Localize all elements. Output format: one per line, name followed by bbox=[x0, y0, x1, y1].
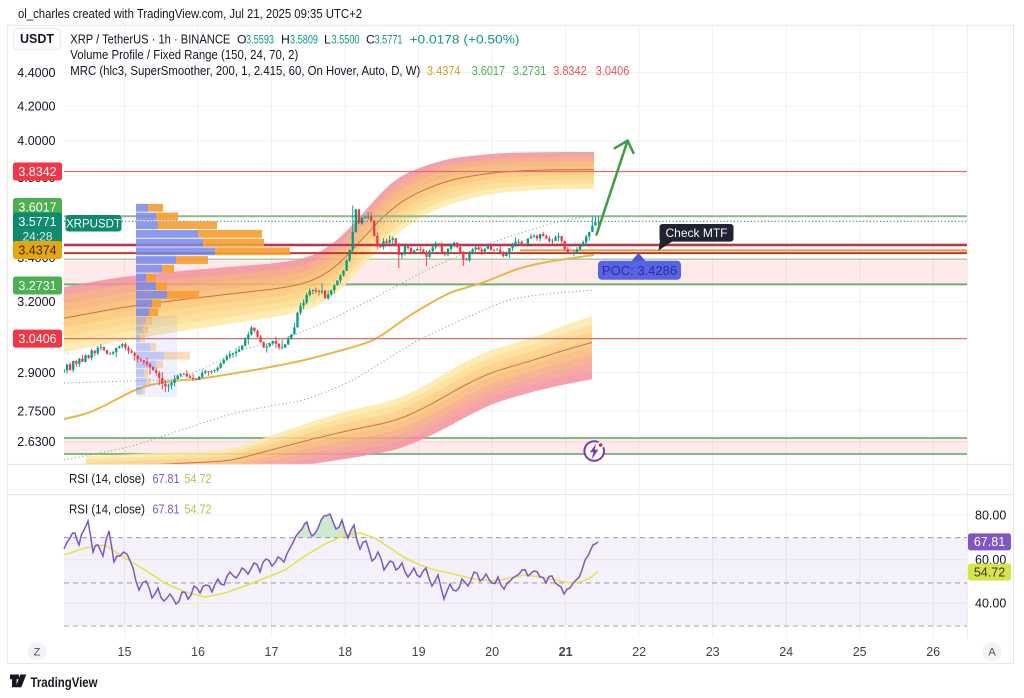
svg-text:4.4000: 4.4000 bbox=[17, 66, 55, 80]
svg-text:20: 20 bbox=[485, 645, 499, 659]
svg-text:3.2731: 3.2731 bbox=[18, 279, 56, 293]
svg-text:3.8342: 3.8342 bbox=[553, 63, 587, 78]
svg-text:3.5771: 3.5771 bbox=[18, 215, 56, 229]
svg-text:67.81: 67.81 bbox=[974, 535, 1005, 549]
svg-text:3.5809: 3.5809 bbox=[290, 33, 318, 47]
svg-text:L: L bbox=[324, 33, 331, 47]
svg-text:3.4374: 3.4374 bbox=[427, 63, 461, 78]
svg-text:MRC (hlc3, SuperSmoother, 200,: MRC (hlc3, SuperSmoother, 200, 1, 2.415,… bbox=[70, 64, 420, 78]
svg-text:2.9000: 2.9000 bbox=[17, 366, 55, 380]
svg-text:3.6017: 3.6017 bbox=[472, 63, 506, 78]
svg-text:RSI (14, close): RSI (14, close) bbox=[69, 472, 145, 486]
svg-text:54.72: 54.72 bbox=[185, 472, 212, 486]
svg-text:80.00: 80.00 bbox=[975, 508, 1006, 522]
svg-text:POC: 3.4286: POC: 3.4286 bbox=[602, 263, 677, 278]
svg-text:4.2000: 4.2000 bbox=[17, 100, 55, 114]
svg-text:3.0406: 3.0406 bbox=[18, 332, 56, 346]
svg-text:23: 23 bbox=[706, 645, 720, 659]
svg-text:21: 21 bbox=[559, 645, 573, 659]
svg-text:2.6300: 2.6300 bbox=[17, 435, 55, 449]
svg-text:67.81: 67.81 bbox=[153, 472, 180, 486]
svg-text:Z: Z bbox=[34, 647, 41, 659]
svg-text:2.7500: 2.7500 bbox=[17, 404, 55, 418]
svg-text:3.6017: 3.6017 bbox=[18, 200, 56, 214]
svg-text:Volume Profile / Fixed Range (: Volume Profile / Fixed Range (150, 24, 7… bbox=[70, 48, 298, 62]
svg-text:26: 26 bbox=[926, 645, 940, 659]
svg-text:54.72: 54.72 bbox=[974, 565, 1005, 579]
svg-text:3.2000: 3.2000 bbox=[17, 295, 55, 309]
svg-text:15: 15 bbox=[118, 645, 132, 659]
svg-text:3.5500: 3.5500 bbox=[332, 33, 360, 47]
svg-text:54.72: 54.72 bbox=[185, 503, 212, 517]
svg-text:USDT: USDT bbox=[20, 32, 54, 46]
svg-text:XRPUSDT: XRPUSDT bbox=[66, 218, 121, 230]
svg-text:3.2731: 3.2731 bbox=[513, 63, 547, 78]
svg-text:H: H bbox=[281, 33, 290, 47]
svg-text:22: 22 bbox=[632, 645, 646, 659]
svg-text:3.5593: 3.5593 bbox=[246, 33, 274, 47]
svg-text:ol_charles created with Tradin: ol_charles created with TradingView.com,… bbox=[18, 6, 362, 21]
svg-text:24:28: 24:28 bbox=[22, 230, 52, 244]
svg-text:3.5771: 3.5771 bbox=[375, 33, 403, 47]
svg-text:C: C bbox=[366, 33, 375, 47]
svg-text:17: 17 bbox=[265, 645, 279, 659]
svg-text:TradingView: TradingView bbox=[31, 675, 98, 690]
svg-text:19: 19 bbox=[412, 645, 426, 659]
svg-text:24: 24 bbox=[779, 645, 793, 659]
svg-text:Check MTF: Check MTF bbox=[665, 226, 727, 240]
svg-text:O: O bbox=[237, 33, 246, 47]
svg-text:67.81: 67.81 bbox=[153, 503, 180, 517]
svg-text:XRP / TetherUS · 1h · BINANCE: XRP / TetherUS · 1h · BINANCE bbox=[70, 32, 230, 47]
svg-text:18: 18 bbox=[338, 645, 352, 659]
svg-text:3.0406: 3.0406 bbox=[596, 63, 630, 78]
svg-text:40.00: 40.00 bbox=[975, 597, 1006, 611]
svg-text:25: 25 bbox=[853, 645, 867, 659]
svg-text:4.0000: 4.0000 bbox=[17, 134, 55, 148]
svg-text:+0.0178 (+0.50%): +0.0178 (+0.50%) bbox=[410, 33, 520, 47]
svg-text:3.4374: 3.4374 bbox=[18, 243, 56, 257]
svg-text:3.8342: 3.8342 bbox=[18, 165, 56, 179]
svg-text:A: A bbox=[988, 647, 996, 659]
svg-text:RSI (14, close): RSI (14, close) bbox=[69, 503, 145, 517]
svg-text:16: 16 bbox=[191, 645, 205, 659]
